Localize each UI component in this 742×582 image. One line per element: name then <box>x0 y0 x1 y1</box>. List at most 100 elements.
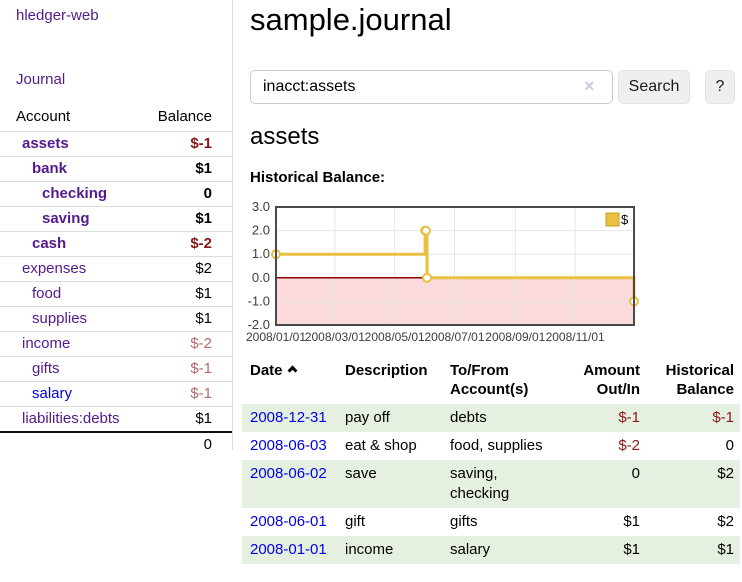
account-link[interactable]: saving <box>42 210 90 227</box>
transaction-balance: $2 <box>640 460 740 508</box>
svg-text:2008/01/01: 2008/01/01 <box>246 330 306 344</box>
transaction-date-link[interactable]: 2008-06-03 <box>250 437 327 454</box>
sidebar-item-journal[interactable]: Journal <box>16 71 66 88</box>
register-row: 2008-06-02 save saving, checking 0 $2 <box>242 460 740 508</box>
svg-text:3.0: 3.0 <box>252 199 270 214</box>
account-balance: $1 <box>195 210 212 227</box>
accounts-rows: assets $-1 bank $1 checking 0 saving $1 … <box>0 131 232 431</box>
svg-text:2008/03/01: 2008/03/01 <box>305 330 365 344</box>
svg-text:2008/11/01: 2008/11/01 <box>546 330 605 344</box>
account-balance: $-2 <box>190 235 212 252</box>
account-link[interactable]: gifts <box>32 360 60 377</box>
account-link[interactable]: bank <box>32 160 68 177</box>
search-input[interactable] <box>250 70 613 104</box>
svg-text:2008/05/01: 2008/05/01 <box>365 330 425 344</box>
header-accounts: To/From Account(s) <box>450 362 529 398</box>
account-balance: $-1 <box>190 135 212 152</box>
register-header-row: Date Description To/From Account(s) Amoun… <box>242 358 740 404</box>
account-link[interactable]: expenses <box>22 260 87 277</box>
account-balance: $1 <box>195 410 212 427</box>
page-title: sample.journal <box>250 2 452 37</box>
transaction-balance: $2 <box>717 513 734 530</box>
register-row: 2008-06-01 gift gifts $1 $2 <box>242 508 740 536</box>
transaction-accounts: debts <box>450 404 550 432</box>
header-balance: Historical Balance <box>665 362 734 398</box>
account-balance: $1 <box>195 310 212 327</box>
accounts-tree: Account Balance assets $-1 bank $1 check… <box>0 104 232 457</box>
account-balance: $1 <box>195 285 212 302</box>
account-link[interactable]: supplies <box>32 310 88 327</box>
account-row: saving $1 <box>0 206 232 231</box>
transaction-accounts: salary <box>450 536 550 564</box>
transaction-description: pay off <box>345 404 450 432</box>
account-row: food $1 <box>0 281 232 306</box>
account-link[interactable]: checking <box>42 185 108 202</box>
transaction-date-link[interactable]: 2008-06-01 <box>250 513 327 530</box>
search-button[interactable]: Search <box>618 70 690 104</box>
account-link[interactable]: food <box>32 285 62 302</box>
header-description: Description <box>345 362 428 379</box>
chart-canvas: 3.0 2.0 1.0 0.0 -1.0 -2.02008/01/012008/03/01… <box>246 199 639 344</box>
account-row: expenses $2 <box>0 256 232 281</box>
transaction-accounts: food, supplies <box>450 437 543 454</box>
sidebar: hledger-web Journal Account Balance asse… <box>0 0 233 453</box>
svg-text:-1.0: -1.0 <box>248 293 270 308</box>
account-balance: $-2 <box>190 335 212 352</box>
register-table: Date Description To/From Account(s) Amoun… <box>242 358 740 564</box>
header-date[interactable]: Date <box>242 358 345 404</box>
register-row: 2008-12-31 pay off debts $-1 $-1 <box>242 404 740 432</box>
transaction-amount: $-2 <box>618 437 640 454</box>
transaction-balance: $-1 <box>640 404 740 432</box>
account-balance: 0 <box>203 185 212 202</box>
account-balance: $1 <box>195 160 212 177</box>
account-row: gifts $-1 <box>0 356 232 381</box>
chart-title: Historical Balance: <box>250 169 386 186</box>
account-link[interactable]: income <box>22 335 71 352</box>
svg-text:2.0: 2.0 <box>252 223 270 238</box>
account-link[interactable]: liabilities:debts <box>22 410 120 427</box>
accounts-col-account: Account <box>16 108 71 125</box>
transaction-balance: 0 <box>725 437 734 454</box>
plot-border <box>275 206 635 326</box>
account-link[interactable]: assets <box>22 135 69 152</box>
accounts-col-balance: Balance <box>157 108 212 125</box>
account-row: salary $-1 <box>0 381 232 406</box>
transaction-amount: $1 <box>623 513 640 530</box>
transaction-date-link[interactable]: 2008-12-31 <box>250 409 327 426</box>
accounts-header: Account Balance <box>0 104 232 131</box>
transaction-amount: $1 <box>550 536 640 564</box>
account-row: cash $-2 <box>0 231 232 256</box>
transaction-date-link[interactable]: 2008-06-02 <box>250 465 327 482</box>
transaction-date-link[interactable]: 2008-01-01 <box>250 541 327 558</box>
help-button[interactable]: ? <box>705 70 735 104</box>
account-heading: assets <box>250 123 320 150</box>
account-link[interactable]: cash <box>32 235 67 252</box>
account-row: assets $-1 <box>0 131 232 156</box>
account-row: supplies $1 <box>0 306 232 331</box>
account-balance: $-1 <box>190 385 212 402</box>
svg-text:-2.0: -2.0 <box>248 317 270 332</box>
transaction-amount: 0 <box>550 460 640 508</box>
svg-text:2008/07/01: 2008/07/01 <box>424 330 484 344</box>
transaction-accounts: saving, checking <box>450 460 550 508</box>
transaction-description: eat & shop <box>345 437 417 454</box>
transaction-description: gift <box>345 513 366 530</box>
clear-search-icon[interactable]: × <box>584 76 595 96</box>
data-point-marker <box>422 272 433 283</box>
transaction-accounts: gifts <box>450 513 478 530</box>
app-title-link[interactable]: hledger-web <box>16 7 99 24</box>
transaction-amount: $-1 <box>550 404 640 432</box>
register-row: 2008-06-03 eat & shop food, supplies $-2… <box>242 432 740 460</box>
transaction-balance: $1 <box>640 536 740 564</box>
sort-asc-icon <box>287 365 297 376</box>
legend-label: $ <box>621 212 629 227</box>
account-row: liabilities:debts $1 <box>0 406 232 431</box>
account-link[interactable]: salary <box>32 385 73 402</box>
account-balance: $2 <box>195 260 212 277</box>
svg-text:2008/09/01: 2008/09/01 <box>485 330 545 344</box>
accounts-total: 0 <box>0 431 232 457</box>
legend-swatch-icon <box>605 212 620 227</box>
svg-text:0.0: 0.0 <box>252 270 270 285</box>
transaction-description: save <box>345 460 450 508</box>
transaction-description: income <box>345 536 450 564</box>
